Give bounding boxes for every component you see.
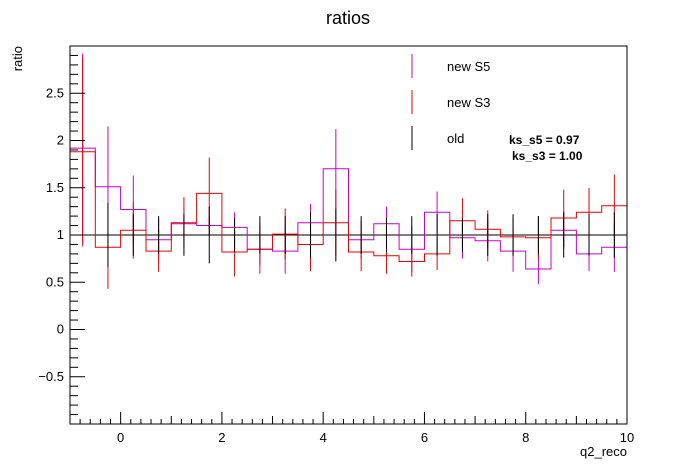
x-tick-label: 8: [522, 430, 529, 445]
chart-title: ratios: [326, 8, 370, 28]
axis-layer: 0 2 4 6 8 10 −0.5 0 0.5 1 1.5 2 2.5: [38, 45, 634, 445]
ks-annotation: ks_s5 = 0.97: [509, 133, 580, 147]
y-tick-label: −0.5: [38, 369, 64, 384]
x-tick-label: 6: [421, 430, 428, 445]
y-axis-label: ratio: [10, 46, 25, 71]
legend: new S5 new S3 old: [411, 54, 490, 150]
legend-label-new-s5: new S5: [447, 59, 490, 74]
legend-label-old: old: [447, 131, 464, 146]
y-tick-label: 1: [57, 227, 64, 242]
series-line-new-s3: [70, 151, 627, 262]
x-tick-label: 0: [117, 430, 124, 445]
x-axis-label: q2_reco: [580, 444, 627, 459]
y-tick-label: 0: [57, 322, 64, 337]
x-tick-label: 10: [620, 430, 634, 445]
data-layer: [70, 53, 627, 289]
y-tick-label: 2.5: [46, 85, 64, 100]
plot-area: [70, 53, 627, 289]
y-tick-label: 2: [57, 133, 64, 148]
x-tick-label: 2: [218, 430, 225, 445]
ks-annotation: ks_s3 = 1.00: [512, 149, 583, 163]
legend-label-new-s3: new S3: [447, 95, 490, 110]
series-old: [107, 202, 615, 268]
x-tick-label: 4: [320, 430, 327, 445]
annotations: ks_s5 = 0.97 ks_s3 = 1.00: [509, 133, 583, 163]
y-tick-label: 1.5: [46, 180, 64, 195]
y-tick-label: 0.5: [46, 274, 64, 289]
